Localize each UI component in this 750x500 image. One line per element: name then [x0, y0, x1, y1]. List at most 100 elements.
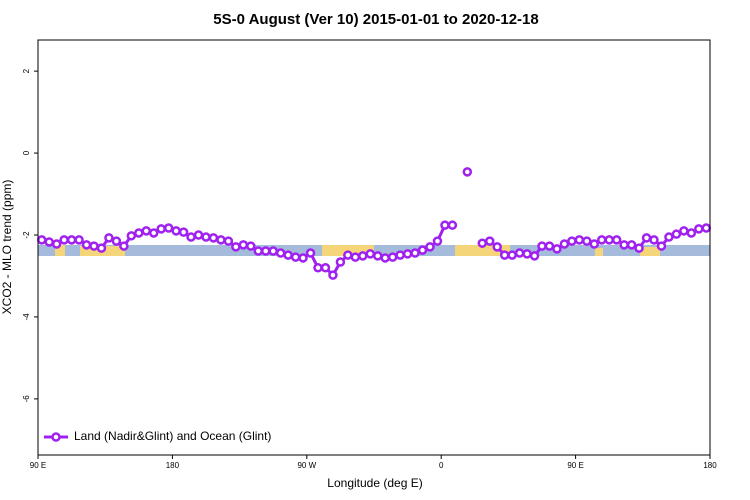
data-point — [148, 228, 159, 238]
data-point — [484, 236, 495, 246]
data-point — [686, 228, 697, 238]
y-tick-label: 0 — [22, 150, 31, 155]
data-point — [567, 236, 577, 246]
data-point — [596, 235, 607, 245]
data-point — [178, 227, 189, 237]
data-point — [656, 241, 667, 251]
data-point — [641, 233, 652, 243]
data-point — [238, 240, 249, 250]
x-tick-label: 90 E — [30, 461, 46, 470]
data-point — [537, 241, 547, 251]
data-point — [440, 220, 450, 230]
data-point — [425, 242, 435, 252]
legend-label: Land (Nadir&Glint) and Ocean (Glint) — [74, 429, 271, 443]
data-point — [477, 238, 488, 248]
data-point — [104, 233, 114, 243]
data-point — [89, 241, 99, 251]
data-point — [589, 239, 600, 249]
data-point — [290, 252, 301, 262]
data-point — [298, 253, 308, 263]
data-point — [246, 241, 256, 251]
legend-marker — [51, 432, 61, 442]
data-point — [223, 236, 234, 246]
data-point — [163, 223, 174, 233]
data-point — [544, 241, 555, 251]
data-point — [611, 235, 622, 245]
data-point — [664, 232, 674, 242]
data-point — [81, 240, 92, 250]
data-point — [201, 232, 211, 242]
data-point — [634, 243, 644, 253]
data-point — [36, 235, 47, 245]
data-point — [186, 232, 196, 242]
data-point — [305, 248, 316, 258]
x-tick-label: 90 E — [567, 461, 583, 470]
data-point — [231, 242, 241, 252]
data-point — [626, 240, 637, 250]
data-point — [343, 250, 353, 260]
data-point — [514, 248, 525, 258]
chart-title: 5S-0 August (Ver 10) 2015-01-01 to 2020-… — [213, 11, 538, 28]
plot-frame — [37, 39, 711, 456]
data-point — [701, 223, 712, 233]
x-axis-label: Longitude (deg E) — [327, 476, 422, 490]
data-point — [59, 235, 69, 245]
data-point — [141, 226, 152, 236]
data-point — [671, 229, 682, 239]
data-point — [492, 242, 502, 252]
data-point — [649, 235, 659, 245]
data-point — [208, 233, 219, 243]
data-point — [328, 270, 338, 280]
data-point — [365, 249, 376, 259]
data-point — [350, 252, 361, 262]
data-point — [193, 230, 204, 240]
data-point — [679, 226, 689, 236]
x-tick-label: 90 W — [297, 461, 316, 470]
data-point — [119, 241, 129, 251]
data-point — [380, 253, 390, 263]
data-point — [51, 239, 62, 249]
data-point — [313, 263, 323, 273]
data-point — [253, 246, 264, 256]
data-point — [372, 251, 383, 261]
data-point — [529, 251, 540, 261]
data-point — [499, 250, 510, 260]
data-point — [522, 249, 532, 259]
data-point — [462, 167, 473, 177]
data-point — [604, 235, 614, 245]
data-point — [268, 246, 278, 256]
x-tick-label: 0 — [439, 461, 444, 470]
data-point — [432, 236, 443, 246]
data-point — [171, 226, 181, 236]
y-tick-label: -2 — [22, 231, 31, 239]
data-point — [74, 235, 84, 245]
y-tick-label: 2 — [22, 68, 31, 73]
y-tick-label: -6 — [22, 395, 31, 403]
data-point — [410, 248, 420, 258]
data-point — [283, 250, 293, 260]
data-point — [216, 235, 226, 245]
data-point — [395, 250, 405, 260]
y-tick-label: -4 — [22, 313, 31, 321]
data-point — [694, 224, 704, 234]
data-point — [582, 236, 592, 246]
data-point — [111, 236, 122, 246]
data-point — [402, 249, 413, 259]
data-point — [275, 248, 286, 258]
data-point — [619, 240, 629, 250]
data-point — [44, 237, 54, 247]
data-point — [358, 251, 368, 261]
data-point — [552, 244, 562, 254]
data-point — [66, 235, 77, 245]
data-point — [447, 220, 458, 230]
data-point — [387, 252, 398, 262]
data-point — [156, 224, 166, 234]
data-point — [507, 250, 517, 260]
data-point — [320, 263, 331, 273]
data-point — [134, 228, 144, 238]
data-point — [96, 243, 107, 253]
x-tick-label: 180 — [166, 461, 180, 470]
data-point — [335, 257, 346, 267]
x-tick-label: 180 — [703, 461, 717, 470]
